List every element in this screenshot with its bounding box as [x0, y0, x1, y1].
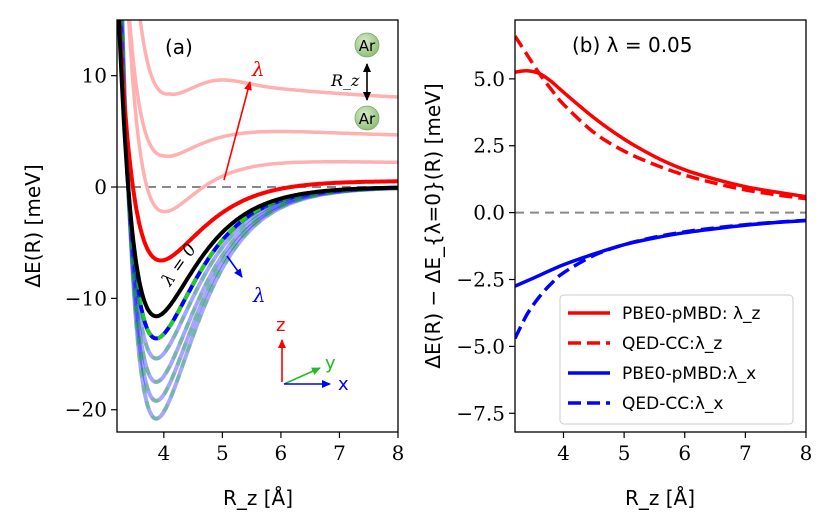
panel-a-xtick-label: 4: [157, 441, 170, 465]
lambda-z-curve-4: [138, 20, 398, 99]
legend-label-4: QED-CC:λ_x: [622, 394, 723, 414]
legend-label-2: QED-CC:λ_z: [622, 334, 722, 354]
panel-b-xtick-label: 7: [739, 441, 752, 465]
axis-z-label: z: [276, 315, 285, 336]
lambda-x-curve-3-green: [119, 20, 398, 384]
legend-label-1: PBE0-pMBD: λ_z: [622, 304, 761, 324]
axis-x-label: x: [338, 374, 349, 395]
panel-b-frame: [514, 19, 807, 433]
panel-b-ytick-label: −5.0: [456, 334, 505, 358]
legend-box: [559, 294, 794, 425]
lambda-z-curve-3: [127, 20, 398, 159]
panel-b-xlabel: R_z [Å]: [625, 486, 695, 510]
legend-label-3: PBE0-pMBD:λ_x: [622, 364, 756, 384]
panel-b-ytick-label: −2.5: [456, 268, 505, 292]
panel-a-xlabel: R_z [Å]: [223, 486, 293, 510]
panel-a-ylabel: ΔE(R) [meV]: [21, 164, 45, 287]
lambda-z-label: λ: [251, 57, 265, 81]
argon-atom-bottom-label: Ar: [359, 110, 376, 128]
lambda-x-curve-5-green: [120, 20, 398, 421]
panel-a-ytick-label: 10: [82, 64, 107, 88]
rz-label: R_z: [330, 71, 360, 90]
lambda-z-curve-1: [117, 20, 398, 263]
panel-a-xtick-label: 5: [216, 441, 229, 465]
lambda-z-curve-2: [127, 20, 398, 214]
lambda-x-arrow: [226, 255, 243, 278]
series-line-1: [515, 69, 806, 199]
panel-b-ytick-label: 5.0: [473, 67, 505, 91]
panel-b-xtick-label: 6: [678, 441, 691, 465]
lambda-z-curve-zero: [117, 20, 398, 319]
panel-a-label: (a): [165, 35, 193, 59]
panel-a-frame: [116, 19, 399, 433]
panel-a-ytick-label: −10: [65, 286, 107, 310]
panel-b-title: (b) λ = 0.05: [572, 33, 693, 57]
argon-atom-top: [354, 32, 380, 58]
panel-b-ytick-label: 0.0: [473, 201, 505, 225]
lambda-x-label: λ: [252, 283, 266, 307]
panel-a-xtick-label: 6: [275, 441, 288, 465]
legend: PBE0-pMBD: λ_z QED-CC:λ_z PBE0-pMBD:λ_x QED…: [559, 294, 794, 425]
panel-b-ylabel: ΔE(R) − ΔE_{λ=0}(R) [meV]: [421, 83, 445, 368]
panel-b-xtick-label: 4: [557, 441, 570, 465]
panel-a-xtick-label: 7: [333, 441, 346, 465]
panel-a-ytick-label: −20: [65, 398, 107, 422]
axis-y-label: y: [325, 353, 336, 374]
lambda-x-curve-4-green: [120, 20, 398, 403]
panel-a-xtick-label: 8: [392, 441, 405, 465]
series-line-2: [515, 35, 806, 201]
panel-b-ytick-label: −7.5: [456, 401, 505, 425]
panel-a-ytick-label: 0: [94, 175, 107, 199]
axis-y-arrow: [283, 367, 321, 385]
argon-atom-bottom: [354, 105, 380, 131]
panel-b-xtick-label: 8: [800, 441, 813, 465]
argon-atom-top-label: Ar: [359, 37, 376, 55]
lambda-x-curve-2-green: [118, 20, 398, 361]
panel-b: 4 5 6 7 85.02.50.0−2.5−5.0−7.5 (b) λ = 0.05 …: [421, 19, 813, 510]
series-line-4: [515, 218, 806, 340]
panel-b-xtick-label: 5: [618, 441, 631, 465]
lambda-z-arrow: [223, 81, 252, 181]
panel-b-ytick-label: 2.5: [473, 134, 505, 158]
